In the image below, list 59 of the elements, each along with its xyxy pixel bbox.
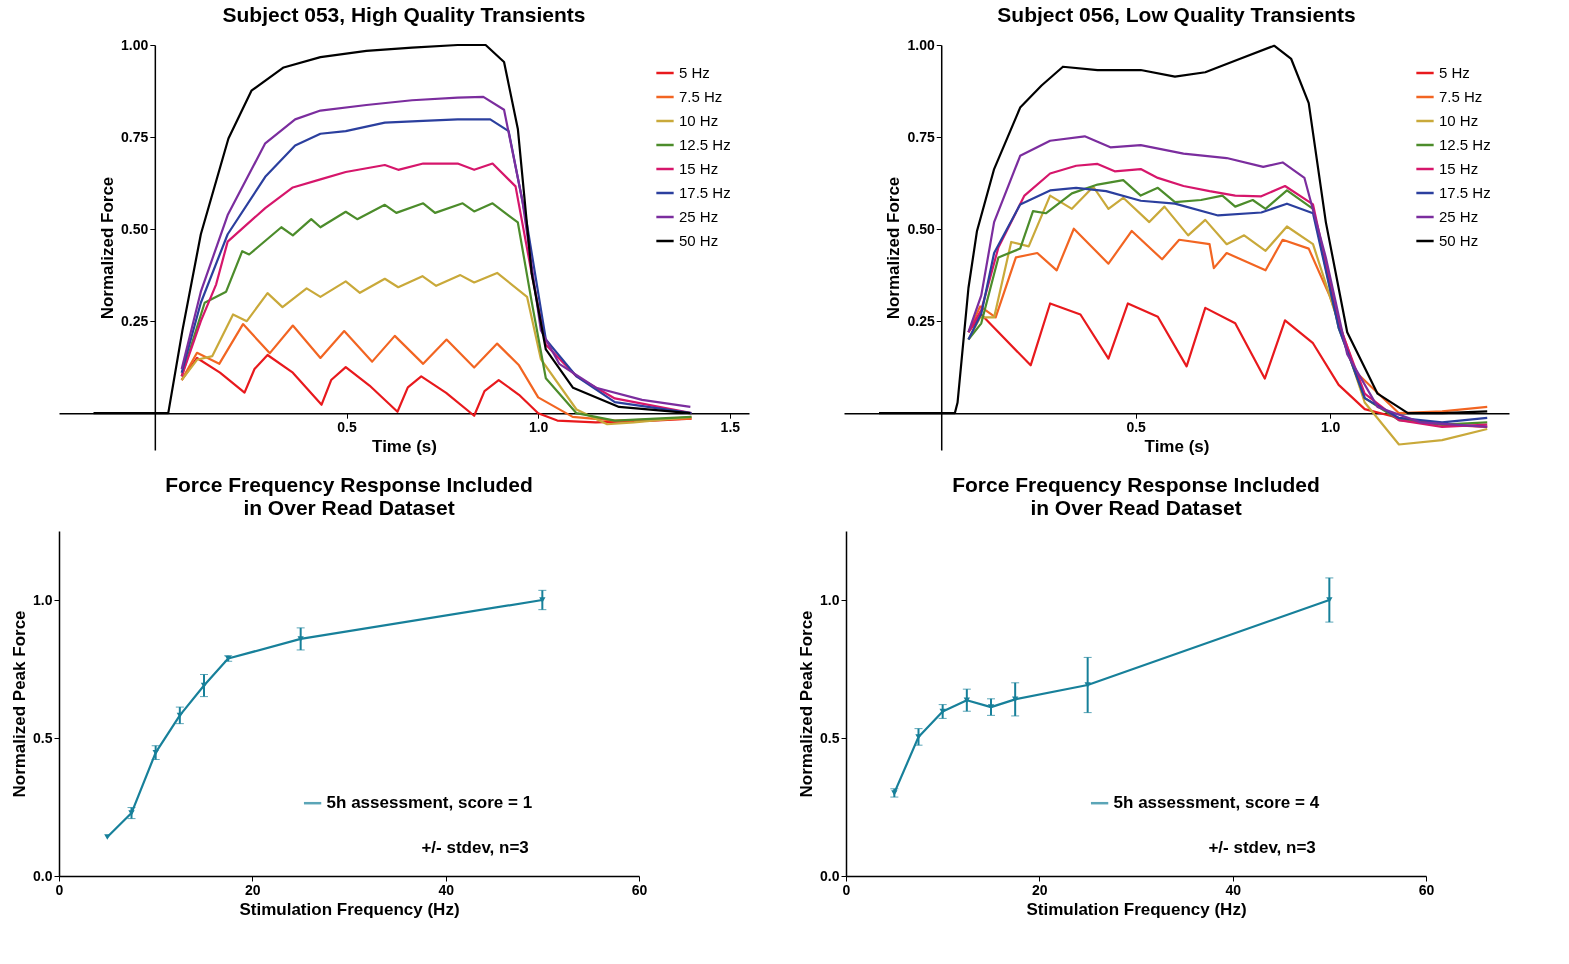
x-tick-label: 1.0: [528, 418, 549, 435]
y-tick-label: 1.0: [33, 591, 53, 608]
legend-label: 12.5 Hz: [679, 136, 731, 153]
y-tick-label: 1.00: [121, 36, 149, 53]
y-axis-title: Normalized Force: [884, 176, 904, 320]
legend-label: 15 Hz: [1439, 160, 1479, 177]
annotation: +/- stdev, n=3: [421, 838, 529, 858]
x-axis-title: Time (s): [1144, 436, 1210, 456]
y-tick-label: 0.50: [907, 220, 935, 237]
y-tick-label: 0.75: [907, 128, 935, 145]
x-tick-label: 1.0: [1320, 418, 1341, 435]
y-tick-label: 0.0: [33, 867, 53, 884]
y-tick-label: 1.0: [820, 591, 840, 608]
chart-title: Force Frequency Response Included in Over Read Dataset: [165, 473, 533, 519]
chart-title: Force Frequency Response Included in Over Read Dataset: [952, 473, 1320, 519]
legend-label: 50 Hz: [679, 232, 719, 249]
x-axis-title: Stimulation Frequency (Hz): [1026, 899, 1247, 919]
x-axis-title: Time (s): [372, 436, 437, 456]
x-tick-label: 1.5: [720, 418, 741, 435]
legend-label: 17.5 Hz: [679, 184, 731, 201]
x-tick-label: 40: [1225, 881, 1242, 898]
chart-title: Subject 056, Low Quality Transients: [997, 3, 1356, 26]
legend-label: 10 Hz: [1439, 112, 1479, 129]
x-tick-label: 20: [245, 881, 261, 898]
y-axis-title: Normalized Peak Force: [10, 610, 30, 798]
y-tick-label: 0.75: [121, 128, 149, 145]
annotation: +/- stdev, n=3: [1208, 838, 1316, 858]
y-axis-title: Normalized Force: [98, 176, 118, 320]
x-tick-label: 0.5: [1126, 418, 1147, 435]
chart-title: Subject 053, High Quality Transients: [222, 3, 586, 26]
x-tick-label: 0.5: [337, 418, 357, 435]
x-tick-label: 20: [1032, 881, 1048, 898]
y-tick-label: 0.25: [907, 312, 935, 329]
legend-label: 5 Hz: [1439, 64, 1470, 81]
legend-label: 17.5 Hz: [1439, 184, 1491, 201]
y-tick-label: 0.50: [121, 220, 149, 237]
x-tick-label: 0: [55, 881, 64, 898]
legend-label: 15 Hz: [679, 160, 719, 177]
y-axis-title: Normalized Peak Force: [797, 610, 817, 798]
x-axis-title: Stimulation Frequency (Hz): [239, 899, 460, 919]
legend-label: 25 Hz: [1439, 208, 1479, 225]
x-tick-label: 40: [438, 881, 455, 898]
legend-label: 50 Hz: [1439, 232, 1479, 249]
x-tick-label: 0: [842, 881, 851, 898]
x-tick-label: 60: [631, 881, 648, 898]
legend-label: 7.5 Hz: [1439, 88, 1483, 105]
legend-label: 5 Hz: [679, 64, 710, 81]
x-tick-label: 60: [1418, 881, 1435, 898]
y-tick-label: 0.0: [820, 867, 840, 884]
legend-label: 25 Hz: [679, 208, 719, 225]
y-tick-label: 1.00: [907, 36, 935, 53]
y-tick-label: 0.5: [33, 729, 53, 746]
y-tick-label: 0.25: [121, 312, 149, 329]
legend-label: 5h assessment, score = 1: [326, 793, 533, 813]
y-tick-label: 0.5: [820, 729, 840, 746]
legend-label: 10 Hz: [679, 112, 719, 129]
legend-label: 12.5 Hz: [1439, 136, 1491, 153]
legend-label: 5h assessment, score = 4: [1113, 793, 1320, 813]
legend-label: 7.5 Hz: [679, 88, 723, 105]
